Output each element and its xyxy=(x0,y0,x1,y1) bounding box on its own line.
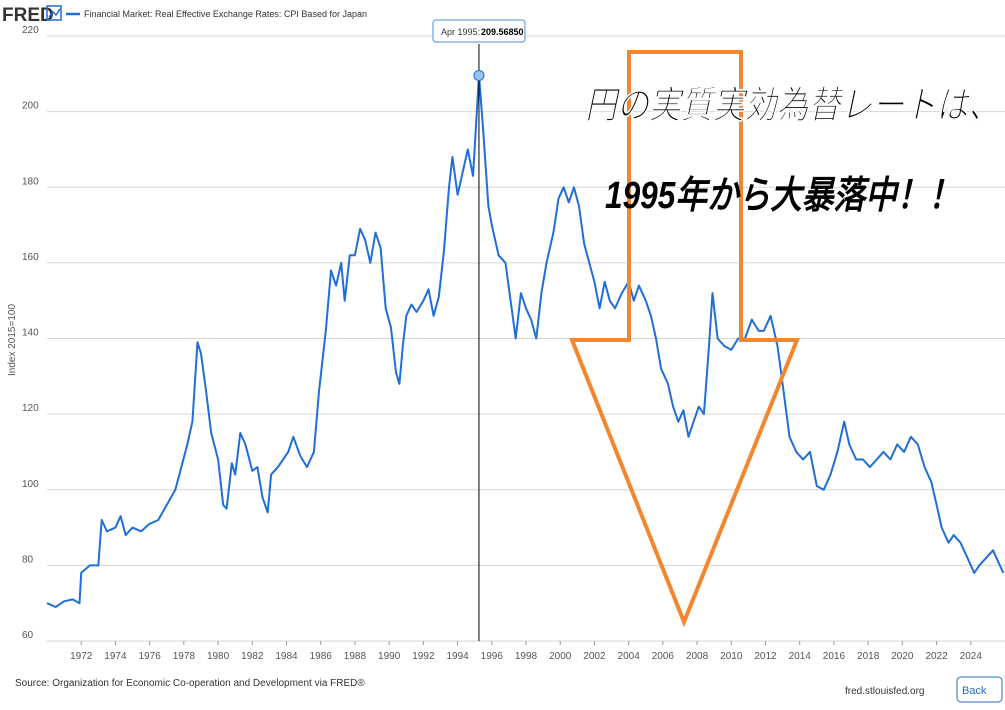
logo-icon xyxy=(46,5,62,21)
x-tick-label: 1986 xyxy=(310,651,333,662)
y-tick-label: 180 xyxy=(22,176,39,187)
x-tick-label: 1994 xyxy=(446,651,469,662)
series-line xyxy=(46,74,1005,608)
back-button[interactable] xyxy=(956,676,1003,703)
tooltip: Apr 1995: 209.56850 xyxy=(432,19,526,641)
x-tick-label: 1980 xyxy=(207,651,230,662)
grid: 60 80 100 120 140 160 180 200 220 1972 1974 1976 197… xyxy=(22,25,1005,662)
x-tick-label: 2014 xyxy=(789,651,812,662)
annotation-arrow xyxy=(569,50,800,628)
x-tick-label: 1974 xyxy=(104,651,127,662)
x-tick-label: 2018 xyxy=(857,651,880,662)
x-tick-label: 1972 xyxy=(70,651,93,662)
x-tick-label: 1984 xyxy=(275,651,298,662)
x-tick-label: 1982 xyxy=(241,651,264,662)
plot xyxy=(46,74,1005,608)
y-tick-label: 200 xyxy=(22,101,39,112)
y-tick-label: 160 xyxy=(22,252,39,263)
y-tick-label: 100 xyxy=(22,479,39,490)
x-tick-label: 2008 xyxy=(686,651,709,662)
annotation-text: 円の実質実効為替レートは、 xyxy=(585,85,1000,127)
x-tick-label: 1976 xyxy=(139,651,162,662)
logo-icon-line xyxy=(48,8,61,18)
x-tick-label: 1988 xyxy=(344,651,367,662)
annotation-text: 1995年から大暴落中！！ xyxy=(605,175,960,217)
x-tick-label: 1996 xyxy=(481,651,504,662)
logo: FRED xyxy=(2,5,54,26)
x-tick-label: 2012 xyxy=(754,651,777,662)
y-tick-label: 220 xyxy=(22,25,39,36)
x-tick-label: 2024 xyxy=(960,651,983,662)
site-link[interactable]: fred.stlouisfed.org xyxy=(845,686,925,697)
hover-point xyxy=(473,69,485,81)
x-tick-label: 1990 xyxy=(378,651,401,662)
back-button-label[interactable]: Back xyxy=(962,685,987,697)
y-tick-label: 60 xyxy=(22,630,34,641)
y-tick-label: 120 xyxy=(22,403,39,414)
x-tick-label: 2020 xyxy=(891,651,914,662)
x-tick-label: 2016 xyxy=(823,651,846,662)
y-tick-label: 80 xyxy=(22,554,34,565)
y-axis-title: Index 2015=100 xyxy=(7,304,18,376)
tooltip-value: 209.56850 xyxy=(481,27,524,37)
tooltip-box xyxy=(432,19,526,43)
x-tick-label: 2006 xyxy=(652,651,675,662)
x-tick-label: 1992 xyxy=(412,651,435,662)
y-tick-label: 140 xyxy=(22,328,39,339)
x-tick-label: 1998 xyxy=(515,651,538,662)
x-tick-label: 2022 xyxy=(925,651,948,662)
x-tick-label: 2010 xyxy=(720,651,743,662)
legend-label: Financial Market: Real Effective Exchang… xyxy=(84,9,367,19)
x-tick-label: 2002 xyxy=(583,651,606,662)
source: Source: Organization for Economic Co-ope… xyxy=(15,678,365,689)
x-tick-label: 2000 xyxy=(549,651,572,662)
x-tick-label: 2004 xyxy=(618,651,641,662)
tooltip-label: Apr 1995: xyxy=(441,27,480,37)
x-tick-label: 1978 xyxy=(173,651,196,662)
